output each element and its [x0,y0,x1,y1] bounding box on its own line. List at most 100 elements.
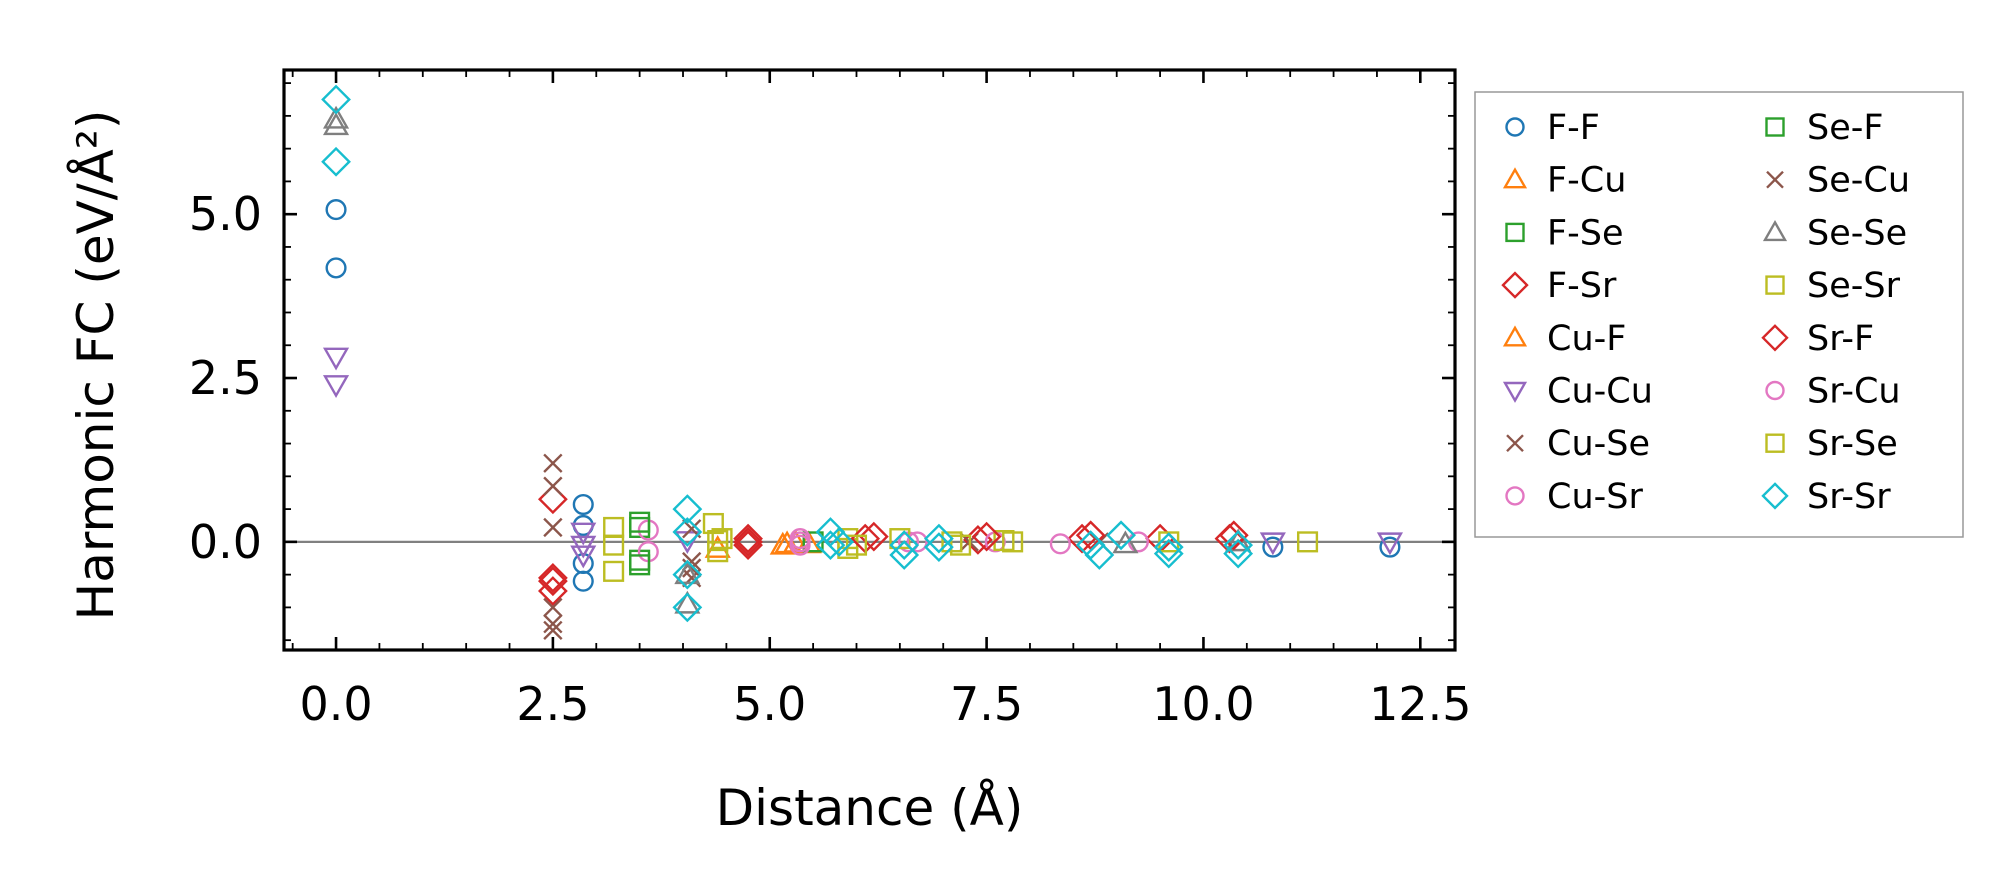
x-tick-label: 0.0 [299,677,372,731]
data-point [815,530,846,561]
series-se-se [322,105,1252,614]
x-tick-label: 7.5 [950,677,1023,731]
legend-entry: Sr-F [1761,319,1874,359]
data-point [711,528,733,550]
data-point [325,199,347,221]
legend-marker [1765,117,1785,137]
data-point [629,554,651,576]
data-point [629,511,651,533]
legend-marker [1505,222,1525,243]
data-point [537,484,568,515]
legend-marker [1501,271,1529,299]
marker-stroke [543,453,563,473]
y-tick-label: 2.5 [189,351,262,405]
legend-label: Se-F [1807,108,1884,148]
legend-entry: Cu-Sr [1505,477,1643,517]
data-point [672,592,703,623]
x-axis-title: Distance (Å) [716,779,1024,837]
legend-label: F-Sr [1547,266,1617,306]
legend-label: Sr-Sr [1807,477,1891,517]
legend-marker [1761,482,1789,510]
data-point [1075,520,1106,551]
marker-stroke [1766,170,1784,189]
data-point [672,494,703,524]
data-point [845,534,868,556]
data-point [543,597,563,618]
data-point [322,347,350,371]
legend-label: Sr-F [1807,319,1874,359]
legend-marker [1762,219,1788,242]
data-points-layer [321,84,1404,640]
data-point [1218,520,1249,551]
legend-label: F-Cu [1547,161,1626,201]
data-point [674,561,701,585]
data-point [322,375,350,398]
legend-entry: Cu-Cu [1502,372,1653,412]
data-point [603,516,625,538]
legend-marker [1766,170,1784,189]
data-point [1259,532,1286,556]
legend-label: Cu-Se [1547,424,1650,464]
data-point [1262,536,1284,558]
data-point [321,146,351,177]
x-tick-label: 10.0 [1152,677,1254,731]
x-tick-label: 2.5 [516,677,589,731]
legend-entry: Sr-Cu [1765,372,1901,412]
legend-entry: Se-Cu [1766,161,1910,201]
marker-stroke [543,620,563,640]
data-point [889,540,920,570]
legend-entry: F-F [1505,108,1600,148]
y-tick-label: 5.0 [189,187,262,241]
legend-label: F-Se [1547,213,1624,253]
series-cu-cu [322,347,1404,569]
ticks-layer: 0.0 2.5 5.0 7.5 10.0 12.5 0.0 2.5 5.0 [189,70,1472,731]
data-point [971,521,1002,552]
series-se-f [629,511,651,576]
data-point [603,534,625,556]
data-point [1223,538,1254,569]
data-point [322,112,350,136]
data-point [674,590,701,614]
legend-marker [1502,167,1528,189]
data-point [543,620,563,640]
data-point [789,531,811,553]
data-point [325,257,347,279]
legend-label: Se-Sr [1807,266,1901,306]
legend-marker [1505,117,1525,137]
legend-label: Sr-Se [1807,424,1898,464]
marker-stroke [543,517,563,538]
data-point [824,526,855,557]
legend-entry: Se-F [1765,108,1884,148]
axes-frame [282,68,1457,652]
data-point [543,453,563,473]
data-point [603,560,625,582]
legend-marker [1765,275,1785,295]
legend-marker [1761,324,1789,352]
data-point [672,559,703,590]
x-tick-label: 5.0 [733,677,806,731]
legend-marker [1765,433,1785,453]
x-tick-label: 12.5 [1369,677,1471,731]
data-point [1075,530,1106,561]
legend-entry: Cu-Se [1506,424,1650,464]
legend-entry: F-Se [1505,213,1624,253]
data-point [322,105,350,129]
legend-entry: F-Cu [1502,161,1626,201]
data-point [1225,528,1252,552]
data-point [572,493,594,516]
series-sr-cu [789,531,928,553]
data-point [1376,532,1404,556]
data-point [1084,540,1115,570]
data-point [923,523,954,554]
series-cu-se [543,453,1110,640]
data-point [923,532,954,563]
data-point [570,522,597,546]
series-sr-f [537,520,1249,597]
legend-marker [1502,325,1528,347]
data-point [537,563,568,593]
legend-entry: Cu-F [1502,319,1626,359]
data-point [543,614,563,634]
data-point [733,523,763,554]
legend-label: Cu-F [1547,319,1626,359]
